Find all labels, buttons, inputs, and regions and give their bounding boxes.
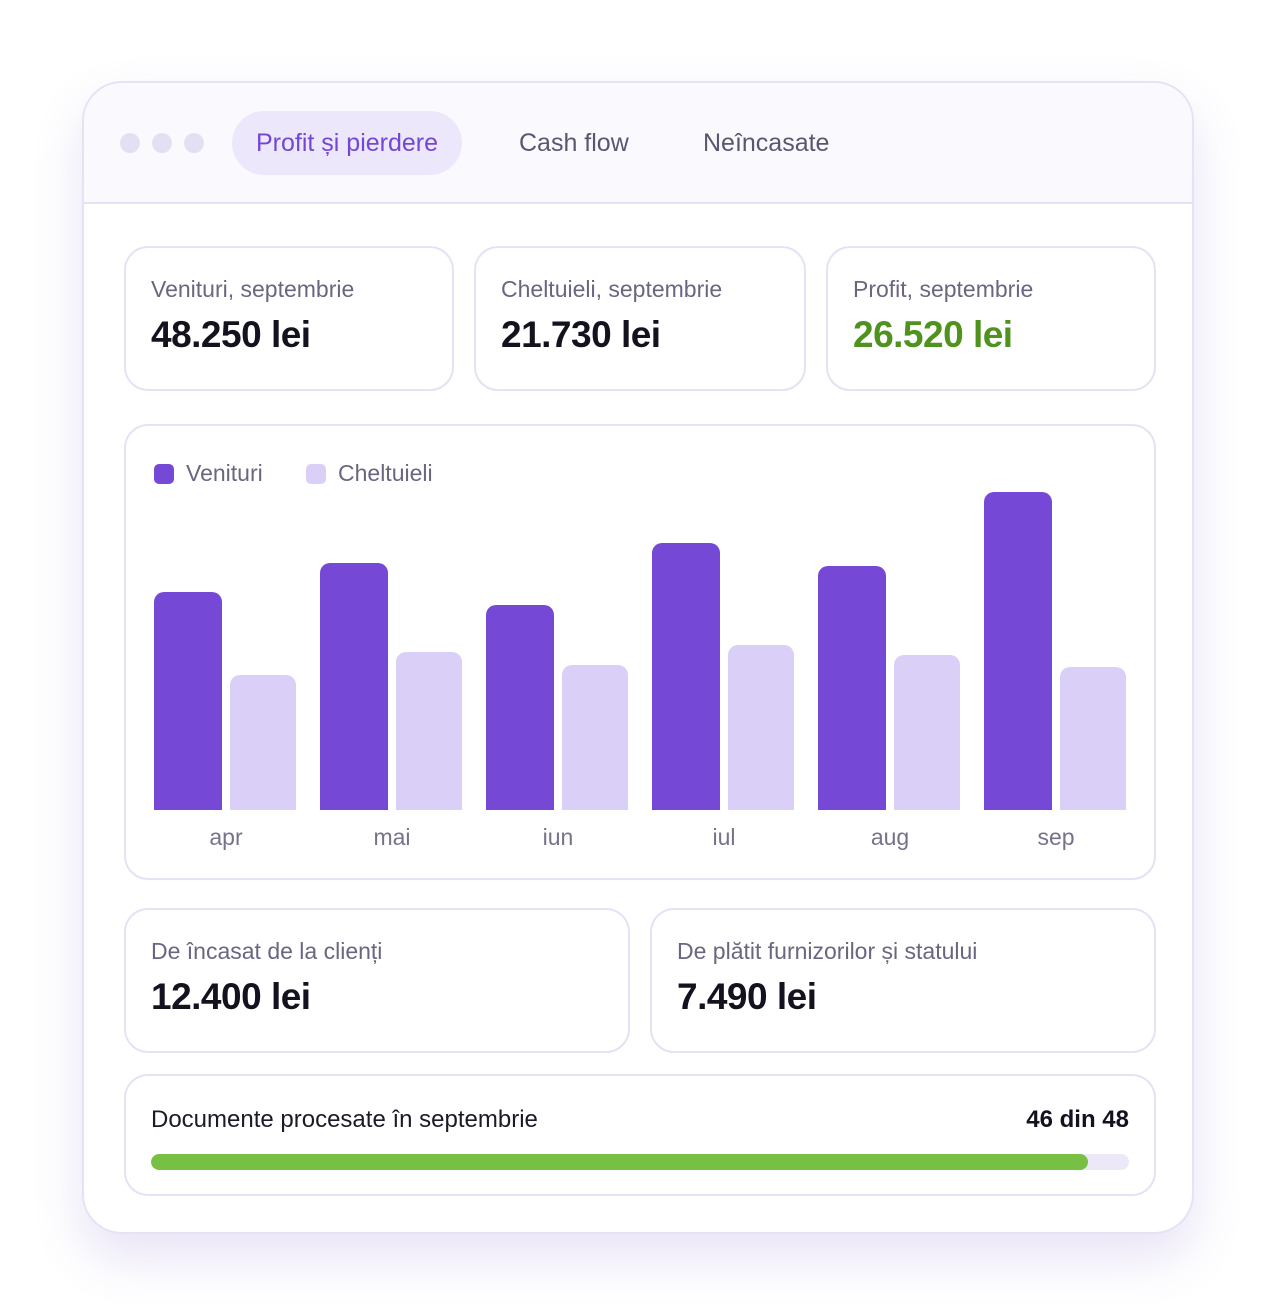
bar-cheltuieli [1060,666,1126,810]
revenue-value: 48.250 lei [151,314,311,355]
progress-fill [151,1154,1089,1170]
window-dot-icon [184,133,204,153]
documents-progress-card: Documente procesate în septembrie 46 din… [124,1074,1156,1196]
bar-cheltuieli [230,674,296,810]
expenses-card: Cheltuieli, septembrie 21.730 lei [474,246,806,391]
bar-venituri [984,491,1052,810]
bar-venituri [154,592,222,810]
progress-label: Documente procesate în septembrie [151,1106,538,1133]
legend-label-venituri: Venituri [186,460,263,486]
x-tick-label: mai [373,824,411,850]
profit-value: 26.520 lei [853,314,1013,355]
revenue-label: Venituri, septembrie [151,276,355,302]
x-tick-label: sep [1037,824,1075,850]
window-titlebar: Profit și pierdere Cash flow Neîncasate [84,83,1192,204]
bar-venituri [486,605,554,810]
bar-venituri [818,565,886,810]
payables-label: De plătit furnizorilor și statului [677,938,978,964]
receivables-card: De încasat de la clienți 12.400 lei [124,908,630,1053]
bar-cheltuieli [562,664,628,810]
payables-card: De plătit furnizorilor și statului 7.490… [650,908,1156,1053]
legend-swatch-venituri [154,463,174,484]
receivables-value: 12.400 lei [151,976,311,1017]
bar-cheltuieli [396,651,462,810]
tab-neincasate[interactable]: Neîncasate [703,129,830,157]
legend-item-venituri: Venituri [154,460,263,487]
expenses-label: Cheltuieli, septembrie [501,276,723,302]
progress-track [151,1154,1129,1170]
app-window: Profit și pierdere Cash flow Neîncasate … [82,81,1194,1234]
tab-cash-flow[interactable]: Cash flow [519,129,629,157]
window-dot-icon [120,133,140,153]
x-tick-label: iul [712,824,736,850]
legend-item-cheltuieli: Cheltuieli [306,460,433,487]
bar-cheltuieli [728,645,794,810]
profit-card: Profit, septembrie 26.520 lei [826,246,1156,391]
bar-venituri [320,562,388,810]
progress-count: 46 din 48 [1026,1106,1129,1133]
revenue-expenses-chart: Venituri Cheltuieli apr mai iun iul aug sep [124,424,1156,880]
legend-swatch-cheltuieli [306,463,326,484]
payables-value: 7.490 lei [677,976,817,1017]
x-tick-label: iun [542,824,574,850]
profit-label: Profit, septembrie [853,276,1034,302]
window-dot-icon [152,133,172,153]
bar-cheltuieli [894,654,960,810]
legend-label-cheltuieli: Cheltuieli [338,460,433,486]
bar-venituri [652,542,720,810]
receivables-label: De încasat de la clienți [151,938,383,964]
revenue-card: Venituri, septembrie 48.250 lei [124,246,454,391]
x-tick-label: aug [870,824,910,850]
tab-profit-si-pierdere[interactable]: Profit și pierdere [232,111,463,175]
x-tick-label: apr [209,824,243,850]
expenses-value: 21.730 lei [501,314,661,355]
